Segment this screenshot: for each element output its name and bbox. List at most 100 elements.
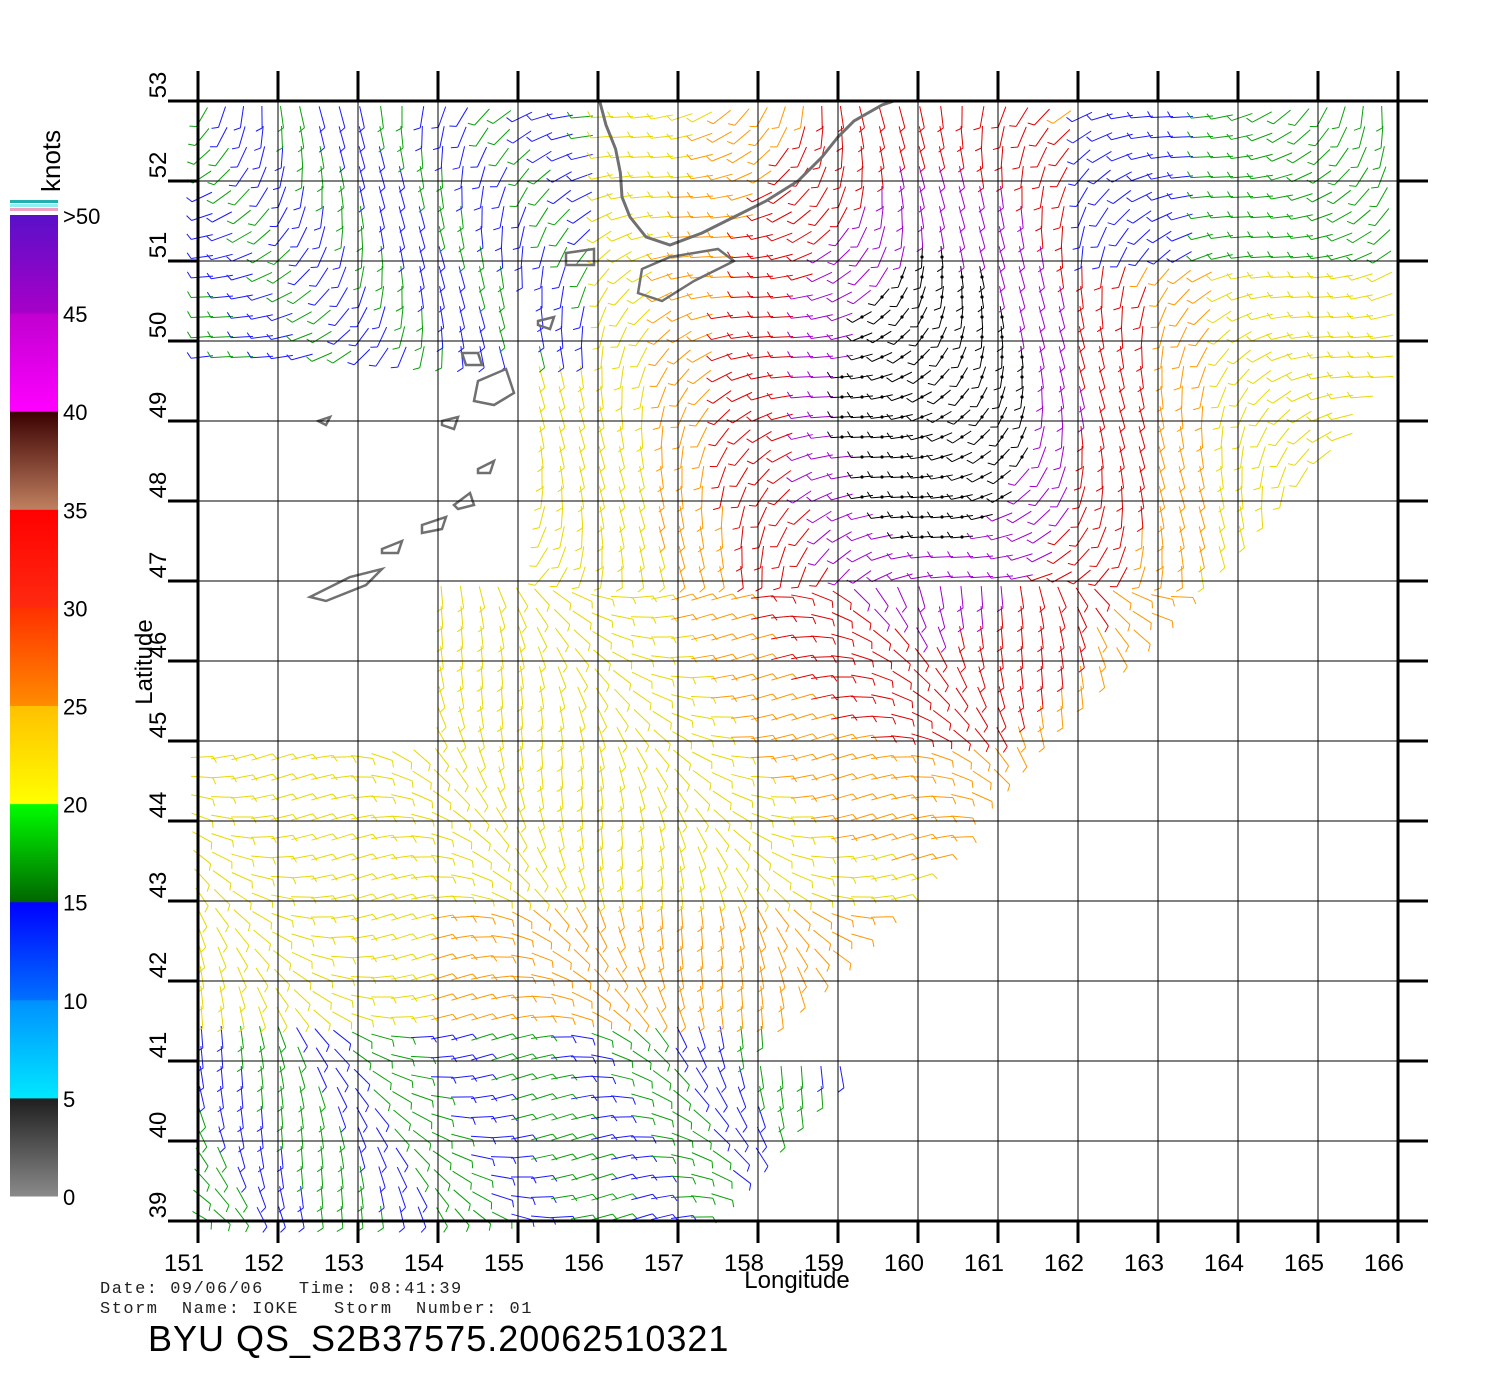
wind-barb-flag (621, 966, 628, 973)
wind-barb (559, 286, 565, 308)
wind-barb (491, 1053, 513, 1061)
wind-barb-flag (418, 207, 425, 213)
longitude-tick-label: 164 (1204, 1250, 1244, 1277)
wind-barb (374, 1108, 390, 1126)
wind-barb (731, 335, 753, 339)
wind-barb-flag (323, 1066, 329, 1073)
longitude-tick-label: 155 (484, 1250, 524, 1277)
wind-barb (1331, 274, 1353, 280)
wind-barb-flag (590, 326, 598, 329)
wind-barb-flag (585, 665, 590, 673)
wind-barb (760, 1005, 764, 1029)
wind-barb (831, 714, 853, 720)
wind-barb-flag (571, 586, 579, 590)
wind-barb-flag (432, 856, 437, 864)
lat-lon-grid (197, 100, 1399, 1222)
wind-barb (658, 546, 666, 568)
calm-dot (980, 475, 984, 479)
wind-barb (651, 673, 673, 681)
wind-barb (538, 386, 546, 408)
wind-barb-flag (826, 472, 832, 480)
wind-barb-flag (587, 964, 591, 972)
wind-barb (1252, 351, 1272, 363)
wind-barb-flag (226, 274, 232, 281)
wind-barb-flag (659, 987, 666, 993)
wind-barb-flag (932, 327, 940, 330)
wind-barb-flag (672, 1157, 677, 1165)
wind-barb-flag (221, 966, 227, 973)
wind-barb-flag (687, 211, 692, 218)
wind-barb-flag (772, 735, 778, 742)
wind-barb (835, 227, 849, 247)
wind-barb-flag (507, 864, 511, 872)
wind-barb-flag (987, 764, 991, 772)
wind-barb (437, 106, 447, 128)
wind-barb-flag (1246, 380, 1254, 385)
wind-barb (315, 267, 329, 287)
wind-barb (1150, 116, 1174, 118)
wind-barb (311, 833, 333, 841)
calm-dot (900, 375, 904, 379)
wind-barb-flag (538, 367, 545, 373)
wind-barb-flag (576, 527, 584, 533)
wind-barb (539, 426, 545, 448)
wind-barb-flag (678, 547, 685, 553)
wind-barb (271, 813, 293, 821)
wind-barb-flag (557, 747, 564, 753)
wind-barb (273, 968, 291, 986)
wind-barb (779, 566, 785, 588)
wind-barb-flag (1206, 232, 1212, 239)
wind-barb-flag (932, 777, 937, 784)
wind-barb-flag (1366, 277, 1373, 283)
wind-barb-flag (737, 1067, 745, 1073)
wind-barb-flag (470, 1182, 472, 1190)
wind-barb-flag (457, 227, 464, 233)
wind-barb (851, 734, 873, 740)
wind-barb (694, 388, 710, 406)
wind-barb-flag (1026, 575, 1032, 581)
wind-barb-flag (1246, 314, 1252, 321)
wind-barb-flag (1226, 360, 1234, 365)
wind-barb-flag (626, 299, 634, 304)
wind-barb (691, 593, 713, 601)
wind-barb-flag (206, 884, 210, 892)
calm-dot (940, 275, 944, 279)
wind-barb-flag (1007, 483, 1015, 486)
wind-barb (1174, 288, 1190, 306)
wind-barb (633, 308, 651, 326)
wind-barb (814, 208, 830, 226)
wind-barb-flag (732, 633, 738, 640)
wind-barb-flag (297, 1207, 304, 1213)
wind-barb-flag (359, 167, 366, 173)
wind-barb-flag (826, 279, 834, 284)
wind-barb-flag (491, 1180, 494, 1188)
wind-barb (1211, 114, 1233, 120)
wind-barb-flag (387, 1104, 391, 1112)
wind-barb-flag (558, 387, 565, 393)
wind-barb (651, 594, 673, 600)
wind-barb-flag (619, 527, 626, 533)
wind-barb-flag (977, 647, 984, 653)
wind-barb-flag (186, 271, 192, 279)
wind-barb-flag (706, 291, 712, 299)
wind-barb-flag (786, 293, 792, 300)
wind-barb (717, 866, 727, 888)
wind-barb-flag (1352, 147, 1360, 150)
wind-barb (734, 848, 750, 866)
wind-barb (732, 1169, 752, 1185)
wind-barb-flag (706, 138, 713, 143)
wind-barb-flag (647, 171, 652, 178)
wind-barb (438, 246, 446, 268)
wind-barb-flag (1098, 447, 1105, 453)
wind-barb-flag (998, 687, 1005, 693)
wind-barb-flag (606, 172, 612, 179)
wind-barb-flag (613, 387, 621, 391)
wind-barb-flag (598, 527, 605, 533)
wind-barb (379, 286, 385, 308)
wind-barb-flag (332, 813, 338, 820)
wind-barb-flag (898, 187, 905, 193)
wind-barb-flag (847, 431, 852, 438)
wind-barb-flag (297, 147, 305, 153)
wind-barb-flag (1015, 387, 1023, 392)
wind-barb (600, 805, 604, 829)
